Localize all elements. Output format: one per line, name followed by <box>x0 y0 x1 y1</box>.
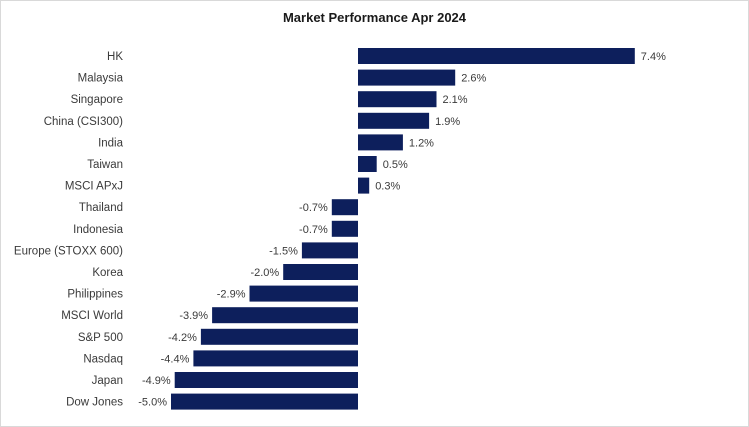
data-label: 0.3% <box>375 181 400 193</box>
data-label: 1.2% <box>409 137 434 149</box>
category-label: China (CSI300) <box>44 116 123 128</box>
category-label: Dow Jones <box>66 397 123 409</box>
bar-9 <box>331 220 358 237</box>
category-label: India <box>98 137 124 149</box>
category-label: MSCI World <box>61 310 123 322</box>
category-label: Thailand <box>79 202 123 214</box>
bar-14 <box>200 328 358 345</box>
bar-16 <box>174 372 358 388</box>
category-label: S&P 500 <box>78 332 123 344</box>
category-label: Korea <box>92 267 123 279</box>
data-label: -4.4% <box>161 353 190 365</box>
bar-7 <box>358 177 370 194</box>
category-label: Nasdaq <box>83 353 123 365</box>
data-label: -1.5% <box>269 245 298 257</box>
bar-15 <box>193 350 358 367</box>
bar-17 <box>171 393 358 410</box>
data-label: 7.4% <box>641 51 666 63</box>
category-label: HK <box>107 51 123 63</box>
data-label: -2.9% <box>217 289 246 301</box>
data-label: -0.7% <box>299 202 328 214</box>
data-label: -5.0% <box>138 397 167 409</box>
category-label: Europe (STOXX 600) <box>14 245 123 257</box>
data-label: 0.5% <box>383 159 408 171</box>
bar-8 <box>331 199 358 216</box>
bar-6 <box>358 156 377 172</box>
bar-4 <box>358 112 430 129</box>
data-label: 2.1% <box>443 94 468 106</box>
bar-12 <box>249 285 358 302</box>
chart-title: Market Performance Apr 2024 <box>282 10 467 25</box>
bar-1 <box>358 48 635 64</box>
data-label: -4.2% <box>168 332 197 344</box>
data-label: -4.9% <box>142 375 171 387</box>
bar-3 <box>358 91 437 108</box>
category-label: Malaysia <box>78 73 124 85</box>
category-label: Philippines <box>67 289 123 301</box>
category-label: Singapore <box>71 94 123 106</box>
data-label: 1.9% <box>435 116 460 128</box>
category-label: Taiwan <box>87 159 123 171</box>
data-label: -2.0% <box>250 267 279 279</box>
bar-10 <box>301 242 358 259</box>
data-label: 2.6% <box>461 73 486 85</box>
bar-11 <box>283 264 358 280</box>
category-label: Japan <box>92 375 123 387</box>
category-label: MSCI APxJ <box>65 181 123 193</box>
data-label: -3.9% <box>179 310 208 322</box>
data-label: -0.7% <box>299 224 328 236</box>
bar-2 <box>358 69 456 86</box>
bar-13 <box>212 307 358 324</box>
bar-5 <box>358 134 403 151</box>
category-label: Indonesia <box>73 224 123 236</box>
